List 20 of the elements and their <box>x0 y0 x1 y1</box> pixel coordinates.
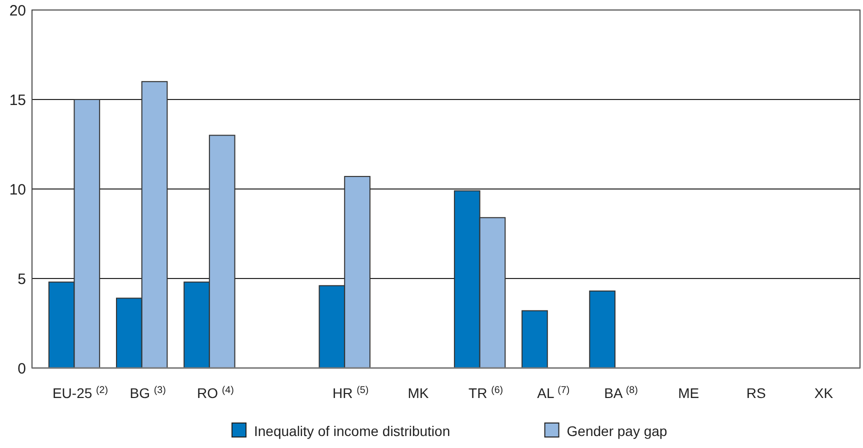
x-tick-label: BA $^{(8)}$ <box>604 384 638 401</box>
x-tick-label: BG $^{(3)}$ <box>130 384 166 401</box>
x-tick-label: XK <box>814 385 834 401</box>
x-tick-label: MK <box>408 385 430 401</box>
y-tick-label: 5 <box>18 270 26 288</box>
y-tick-label: 15 <box>9 92 26 109</box>
bar <box>589 290 616 368</box>
y-tick-label: 20 <box>9 2 26 20</box>
x-tick-label: RS <box>746 385 766 401</box>
legend-label: Gender pay gap <box>566 423 668 439</box>
legend-label: Inequality of income distribution <box>254 423 450 439</box>
bar <box>522 310 548 368</box>
x-tick-label: EU-25 $^{(2)}$ <box>52 384 108 401</box>
x-tick-label: TR $^{(6)}$ <box>468 384 504 401</box>
y-tick-label: 10 <box>9 181 26 198</box>
x-tick-label: RO $^{(4)}$ <box>196 384 234 401</box>
y-tick-label: 0 <box>18 360 26 378</box>
x-tick-label: HR $^{(5)}$ <box>332 384 369 401</box>
x-tick-label: ME <box>678 385 700 401</box>
x-tick-label: AL $^{(7)}$ <box>537 384 570 401</box>
